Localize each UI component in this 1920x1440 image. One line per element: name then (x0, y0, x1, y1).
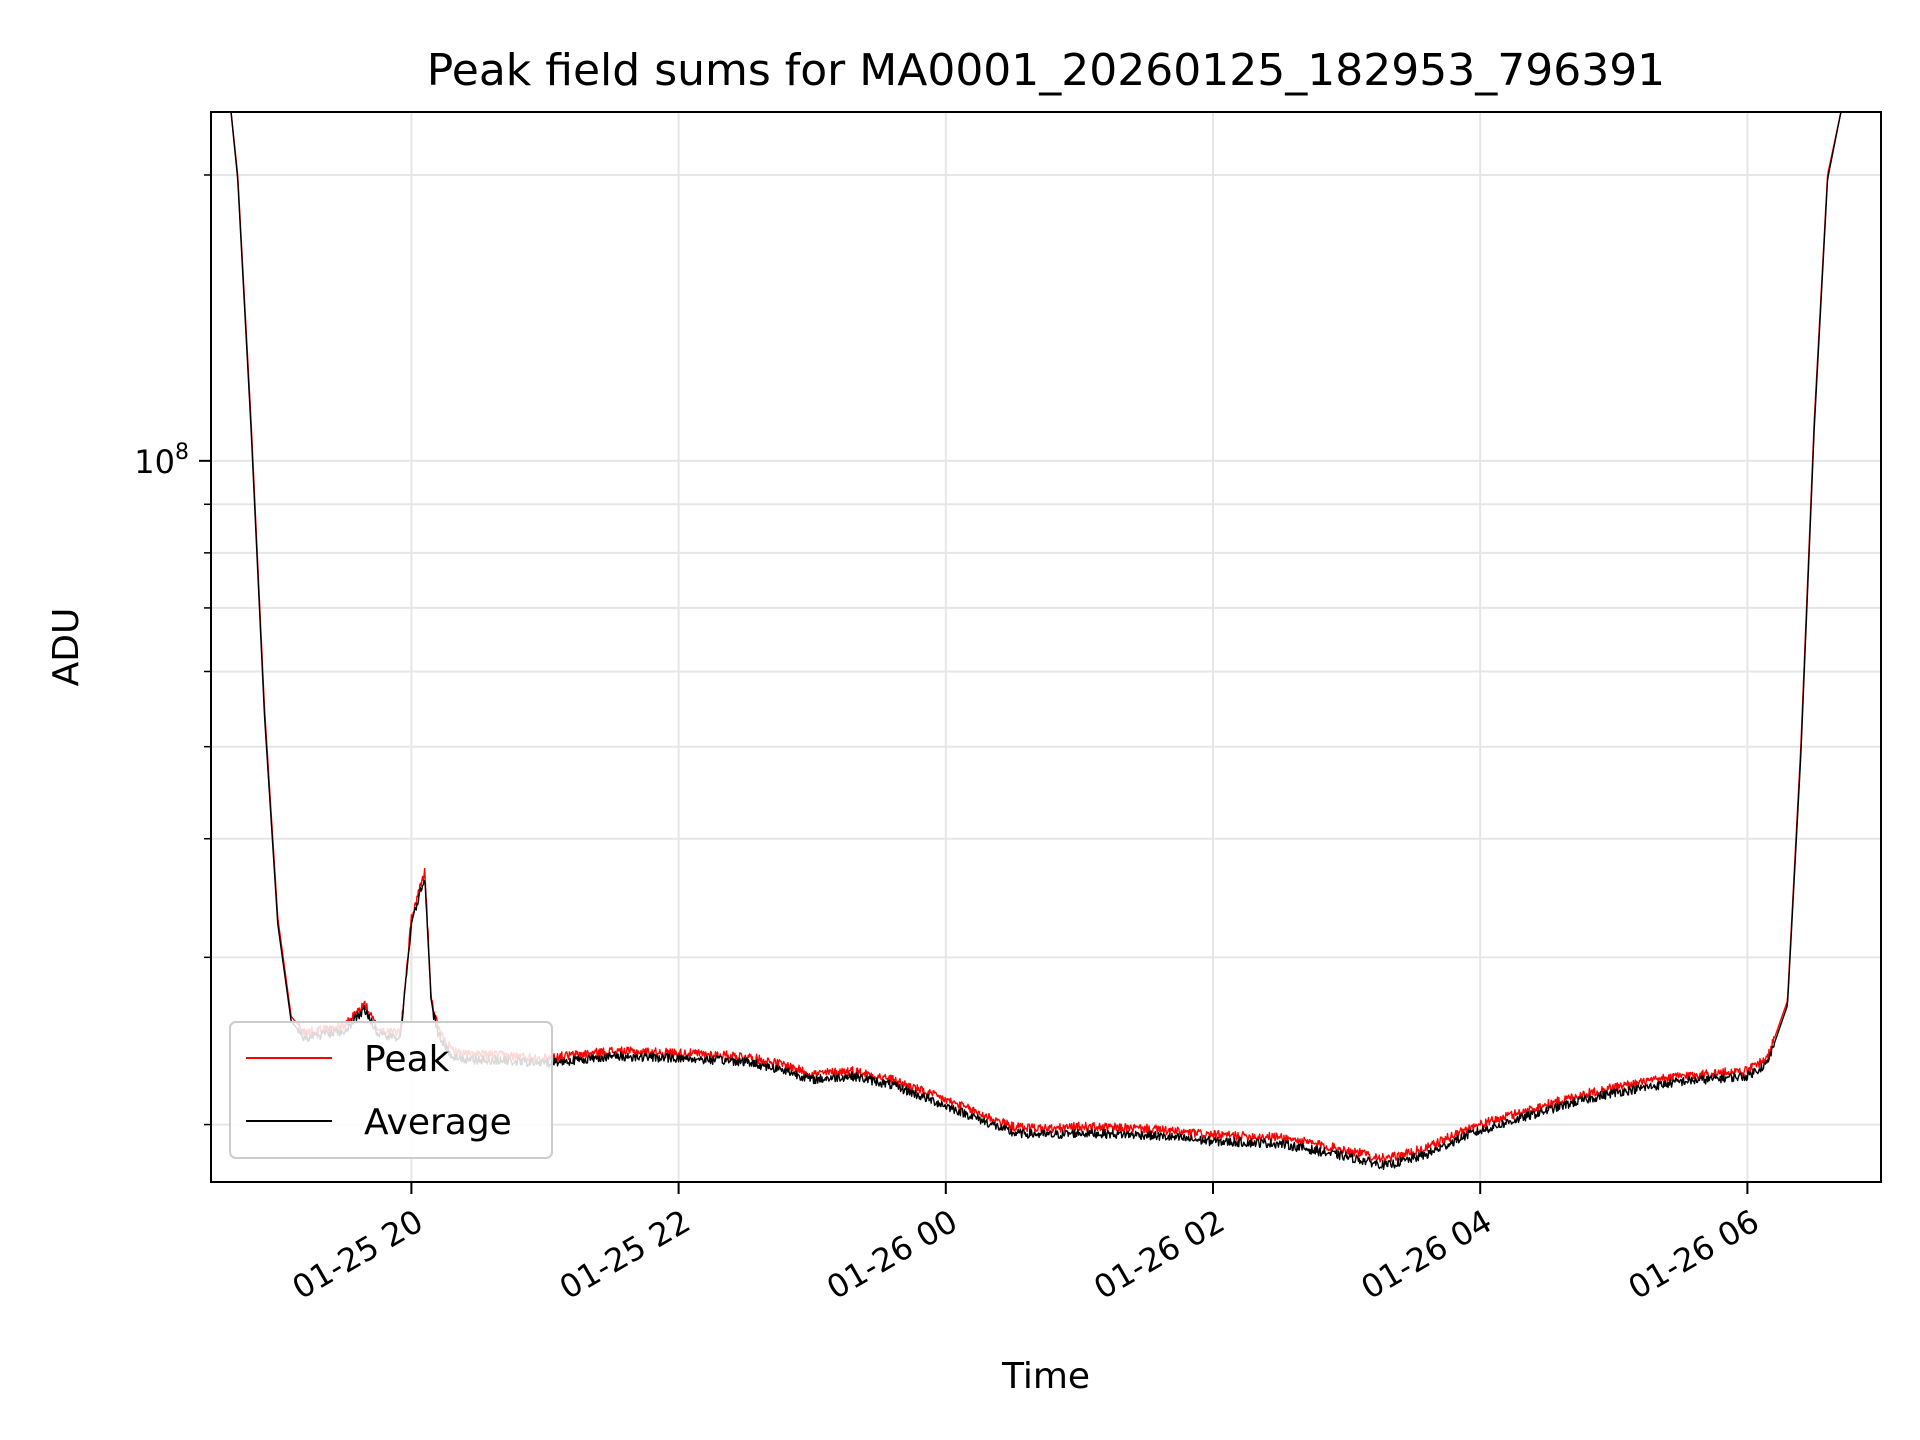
chart-title: Peak field sums for MA0001_20260125_1829… (427, 45, 1665, 96)
x-axis-label: Time (1001, 1356, 1090, 1397)
legend-average-label: Average (364, 1102, 512, 1143)
grid (211, 112, 1881, 1182)
plot-frame (210, 111, 1882, 1183)
y-tick-label: 108 (134, 440, 189, 481)
legend: Peak Average (229, 1021, 553, 1159)
legend-box (229, 1021, 553, 1159)
y-axis-label: ADU (46, 608, 87, 687)
legend-peak-label: Peak (364, 1039, 450, 1080)
